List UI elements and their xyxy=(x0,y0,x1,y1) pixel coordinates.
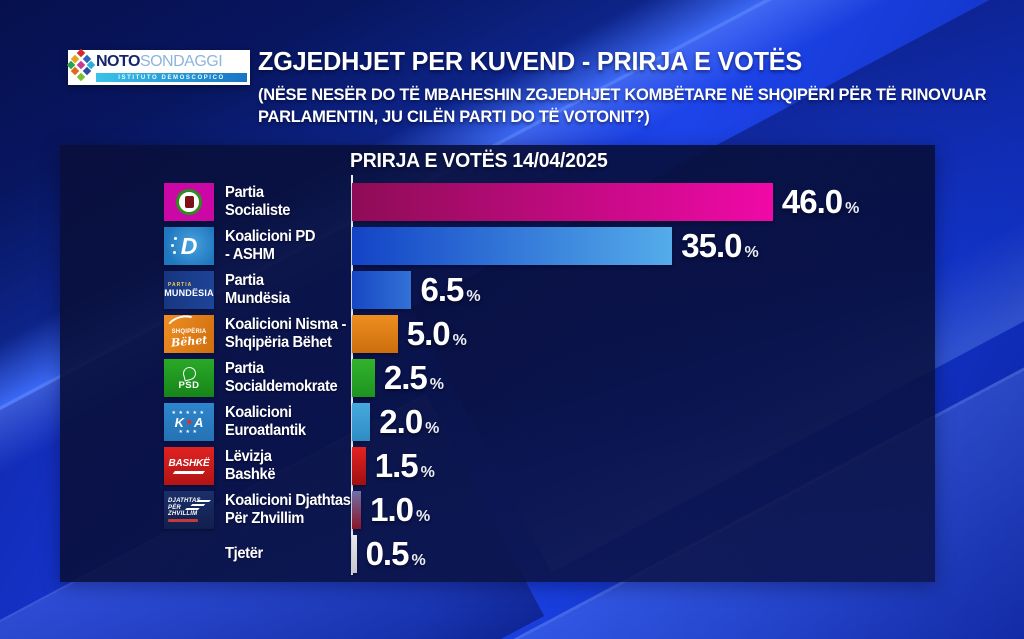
chart-row-psd: PSD Partia Socialdemokrate 2.5% xyxy=(60,359,935,397)
value-label: 2.0% xyxy=(379,403,440,440)
bar-pd-ashm xyxy=(352,227,673,265)
value-label: 1.0% xyxy=(370,491,431,528)
chart-panel: PRIRJA E VOTËS 14/04/2025 Partia Sociali… xyxy=(60,145,935,582)
value-label: 1.5% xyxy=(374,447,435,484)
bar-bashke xyxy=(352,447,366,485)
ps-rose-icon xyxy=(184,196,194,208)
psd-logo-icon: PSD xyxy=(164,359,214,397)
party-label: Partia Mundësia xyxy=(225,272,290,307)
bar-mundesia xyxy=(352,271,412,309)
partia-mundesia-logo-icon: PARTIA MUNDËSIA xyxy=(164,271,214,309)
euroatlantik-logo-icon: ★★★★★ K ★ A ★★★ xyxy=(164,403,214,441)
ps-emblem-circle xyxy=(176,189,202,215)
levizja-bashke-logo-icon: BASHKË xyxy=(164,447,214,485)
noto-diamonds-icon xyxy=(66,48,96,85)
partia-socialiste-logo-icon xyxy=(164,183,214,221)
pd-rays-icon xyxy=(174,237,177,240)
bar-tjeter xyxy=(352,535,357,573)
chart-row-pd-ashm: D Koalicioni PD - ASHM 35.0% xyxy=(60,227,935,265)
chart-row-partia-socialiste: Partia Socialiste 46.0% xyxy=(60,183,935,221)
page-title: ZGJEDHJET PER KUVEND - PRIRJA E VOTËS xyxy=(258,46,803,76)
chart-title: PRIRJA E VOTËS 14/04/2025 xyxy=(350,150,608,172)
value-label: 5.0% xyxy=(406,315,467,352)
chart-row-euroatlantik: ★★★★★ K ★ A ★★★ Koalicioni Euroatlantik … xyxy=(60,403,935,441)
bar-euroatlantik xyxy=(352,403,371,441)
party-label: Koalicioni Djathtas Për Zhvillim xyxy=(225,492,351,527)
bar-psd xyxy=(352,359,375,397)
party-label: Partia Socialiste xyxy=(225,184,291,219)
value-label: 6.5% xyxy=(420,271,481,308)
chart-row-mundesia: PARTIA MUNDËSIA Partia Mundësia 6.5% xyxy=(60,271,935,309)
chart-row-nisma: SHQIPËRIA Bëhet Koalicioni Nisma - Shqip… xyxy=(60,315,935,353)
bar-nisma xyxy=(352,315,398,353)
value-label: 46.0% xyxy=(781,183,860,220)
party-label: Partia Socialdemokrate xyxy=(225,360,338,395)
djathtas-red-tagline xyxy=(168,519,198,522)
noto-logo-text: NOTO SONDAGGI xyxy=(96,51,223,73)
logo-tagline: ISTITUTO DEMOSCOPICO xyxy=(96,73,247,82)
bar-partia-socialiste xyxy=(352,183,773,221)
pd-ashm-logo-icon: D xyxy=(164,227,214,265)
kea-red-star-icon: ★ xyxy=(184,416,194,427)
survey-question-line2: PARLAMENTIN, JU CILËN PARTI DO TË VOTONI… xyxy=(258,107,650,126)
logo-brand-bold: NOTO xyxy=(96,53,140,70)
chart-row-tjeter: Tjetër 0.5% xyxy=(60,535,935,573)
party-label: Koalicioni Euroatlantik xyxy=(225,404,306,439)
bashke-underline-icon xyxy=(173,471,205,474)
noto-sondaggi-logo: NOTO SONDAGGI ISTITUTO DEMOSCOPICO xyxy=(66,48,250,85)
survey-question-line1: (NËSE NESËR DO TË MBAHESHIN ZGJEDHJET KO… xyxy=(258,85,987,104)
survey-question: (NËSE NESËR DO TË MBAHESHIN ZGJEDHJET KO… xyxy=(258,84,987,128)
chart-row-bashke: BASHKË Lëvizja Bashkë 1.5% xyxy=(60,447,935,485)
chart-row-djathtas: DJATHTAS PËR ZHVILLIM Koalicioni Djathta… xyxy=(60,491,935,529)
party-label: Lëvizja Bashkë xyxy=(225,448,276,483)
bar-djathtas xyxy=(352,491,362,529)
party-label: Tjetër xyxy=(225,545,263,562)
party-label: Koalicioni Nisma - Shqipëria Bëhet xyxy=(225,316,346,351)
djathtas-arrow-icon xyxy=(196,500,211,502)
value-label: 35.0% xyxy=(681,227,759,264)
nisma-shqiperia-behet-logo-icon: SHQIPËRIA Bëhet xyxy=(164,315,214,353)
value-label: 0.5% xyxy=(365,535,426,572)
value-label: 2.5% xyxy=(383,359,444,396)
party-label: Koalicioni PD - ASHM xyxy=(225,228,316,263)
logo-brand-light: SONDAGGI xyxy=(139,53,223,70)
djathtas-per-zhvillim-logo-icon: DJATHTAS PËR ZHVILLIM xyxy=(164,491,214,529)
chart-rows: Partia Socialiste 46.0% D Koalicioni PD … xyxy=(60,183,935,579)
